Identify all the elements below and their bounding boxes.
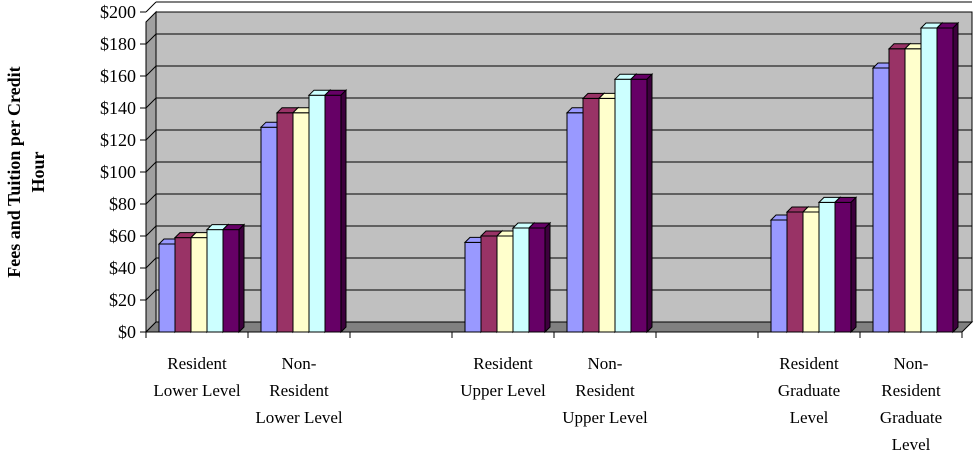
x-category-label: Non- — [894, 354, 929, 373]
gridline-side — [145, 129, 157, 141]
bar — [206, 229, 224, 333]
bar — [904, 48, 922, 333]
x-category-label: Upper Level — [562, 408, 648, 427]
gridline-side — [145, 257, 157, 269]
gridline-side — [145, 161, 157, 173]
y-tick-label: $100 — [100, 162, 136, 182]
bar — [480, 235, 498, 333]
bar — [464, 241, 482, 333]
y-tick-label: $0 — [118, 322, 136, 342]
bar — [818, 201, 836, 333]
bar — [190, 237, 208, 333]
x-category-label: Non- — [282, 354, 317, 373]
gridline-side — [145, 193, 157, 205]
bar — [566, 112, 584, 333]
x-category-label: Lower Level — [153, 381, 241, 400]
gridline-side — [145, 97, 157, 109]
y-axis-title-line-1: Fees and Tuition per Credit — [4, 66, 24, 277]
x-category-label: Resident — [473, 354, 533, 373]
bar — [292, 112, 310, 333]
y-tick-label: $160 — [100, 66, 136, 86]
bar — [582, 97, 600, 333]
bar — [174, 237, 192, 333]
y-tick-label: $60 — [109, 226, 136, 246]
bar — [528, 227, 546, 333]
bar-side — [238, 223, 245, 334]
x-category-label: Resident — [269, 381, 329, 400]
gridline-side — [145, 225, 157, 237]
x-category-label: Lower Level — [255, 408, 343, 427]
bar — [512, 227, 530, 333]
bar — [614, 78, 632, 333]
x-category-label: Level — [790, 408, 829, 427]
bar-side — [340, 88, 347, 334]
x-category-label: Non- — [588, 354, 623, 373]
bar — [802, 211, 820, 333]
bar — [834, 201, 852, 333]
bar-side — [646, 72, 653, 334]
bar — [770, 219, 788, 333]
gridline-side — [145, 1, 157, 13]
bar-side — [544, 221, 551, 334]
gridline-side — [145, 65, 157, 77]
bar-side — [850, 196, 857, 334]
x-category-label: Resident — [167, 354, 227, 373]
x-category-label: Level — [892, 435, 931, 454]
y-tick-label: $200 — [100, 2, 136, 22]
y-axis-title-line-2: Hour — [28, 151, 48, 192]
bar — [920, 27, 938, 333]
bar-side — [952, 21, 959, 334]
y-tick-label: $80 — [109, 194, 136, 214]
y-tick-label: $140 — [100, 98, 136, 118]
bar — [158, 243, 176, 333]
bar — [222, 229, 240, 333]
x-category-label: Resident — [881, 381, 941, 400]
x-category-label: Resident — [779, 354, 839, 373]
x-category-label: Resident — [575, 381, 635, 400]
bar — [872, 67, 890, 333]
side-wall — [145, 10, 157, 334]
y-tick-label: $40 — [109, 258, 136, 278]
bar — [936, 27, 954, 333]
x-category-label: Graduate — [778, 381, 840, 400]
bar — [276, 112, 294, 333]
y-tick-label: $20 — [109, 290, 136, 310]
gridline-side — [145, 289, 157, 301]
y-axis-title: Fees and Tuition per Credit Hour — [4, 66, 48, 277]
bar — [260, 126, 278, 333]
bar — [496, 235, 514, 333]
y-tick-label: $120 — [100, 130, 136, 150]
bar — [308, 94, 326, 333]
x-category-label: Graduate — [880, 408, 942, 427]
bar — [324, 94, 342, 333]
gridline-side — [145, 33, 157, 45]
plot-area: $0 $20 $40 $60 $80 $100 $120 $140 $160 $180 $200 Re… — [100, 1, 974, 454]
bar — [786, 211, 804, 333]
x-category-label: Upper Level — [460, 381, 546, 400]
bar — [888, 48, 906, 333]
bar — [630, 78, 648, 333]
y-tick-label: $180 — [100, 34, 136, 54]
bar — [598, 97, 616, 333]
